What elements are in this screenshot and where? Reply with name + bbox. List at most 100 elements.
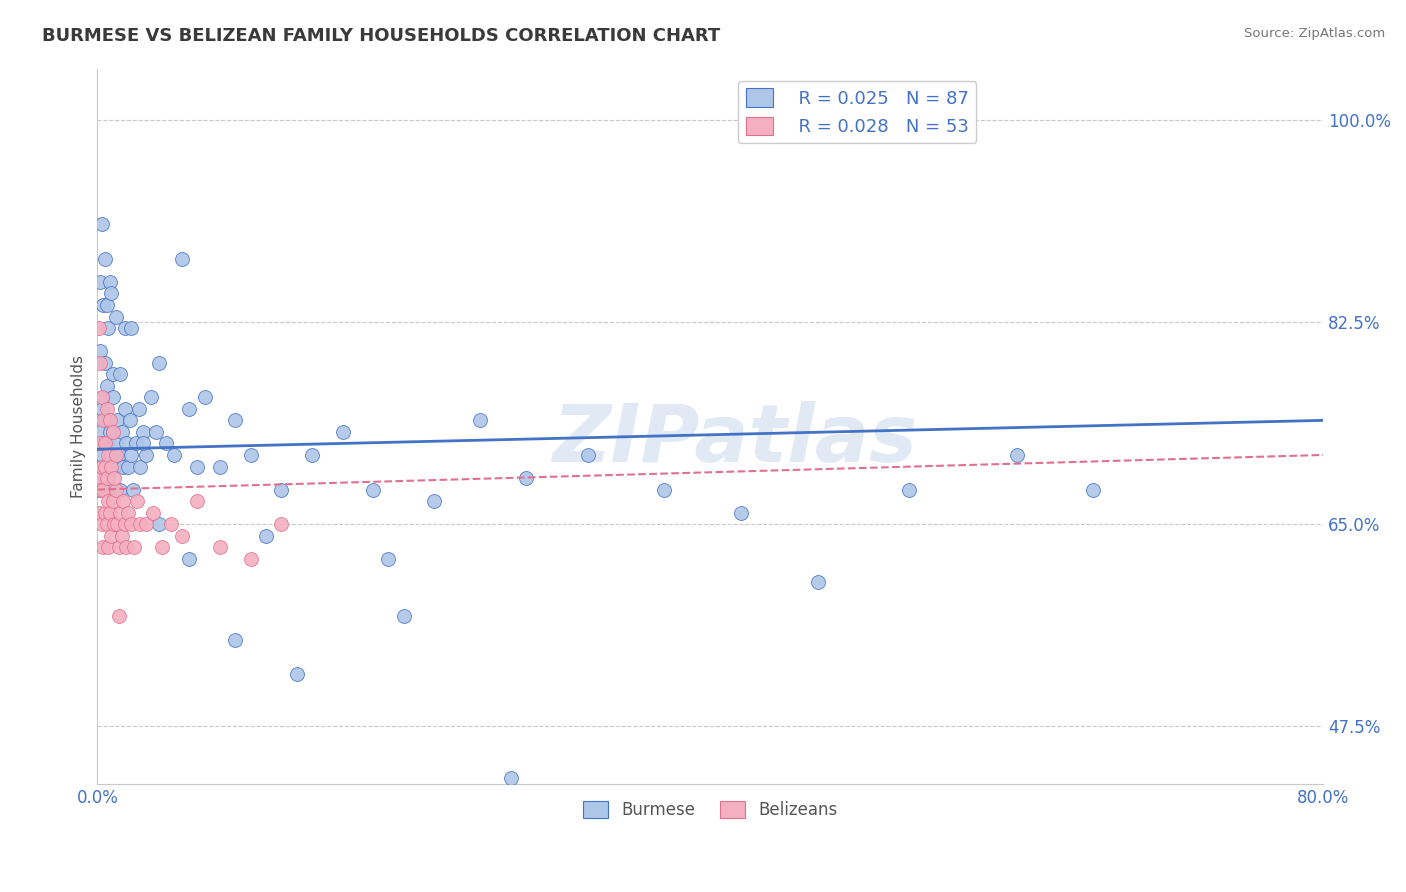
Point <box>89 344 111 359</box>
Point <box>87 483 110 497</box>
Point <box>111 529 134 543</box>
Point <box>160 517 183 532</box>
Point <box>117 506 139 520</box>
Point <box>224 413 246 427</box>
Point <box>110 506 132 520</box>
Point <box>145 425 167 439</box>
Point <box>115 541 138 555</box>
Point <box>93 483 115 497</box>
Point <box>270 517 292 532</box>
Point <box>576 448 599 462</box>
Point <box>101 368 124 382</box>
Point <box>100 448 122 462</box>
Point <box>97 321 120 335</box>
Point <box>139 390 162 404</box>
Point <box>120 517 142 532</box>
Point <box>91 448 114 462</box>
Point <box>91 390 114 404</box>
Point <box>91 217 114 231</box>
Point <box>87 506 110 520</box>
Point <box>89 483 111 497</box>
Point <box>107 609 129 624</box>
Point <box>652 483 675 497</box>
Point <box>94 356 117 370</box>
Point <box>89 425 111 439</box>
Text: ZIPatlas: ZIPatlas <box>553 401 917 479</box>
Point <box>806 574 828 589</box>
Point <box>135 448 157 462</box>
Point <box>101 425 124 439</box>
Point <box>93 541 115 555</box>
Point <box>94 413 117 427</box>
Point <box>94 436 117 450</box>
Point <box>107 541 129 555</box>
Point <box>98 483 121 497</box>
Point <box>96 298 118 312</box>
Point <box>111 425 134 439</box>
Point <box>110 483 132 497</box>
Point <box>94 252 117 266</box>
Point <box>96 517 118 532</box>
Point <box>141 506 163 520</box>
Point <box>96 401 118 416</box>
Text: BURMESE VS BELIZEAN FAMILY HOUSEHOLDS CORRELATION CHART: BURMESE VS BELIZEAN FAMILY HOUSEHOLDS CO… <box>42 27 720 45</box>
Point <box>155 436 177 450</box>
Point <box>114 517 136 532</box>
Point <box>124 436 146 450</box>
Point <box>96 378 118 392</box>
Point <box>97 448 120 462</box>
Point <box>117 459 139 474</box>
Point <box>332 425 354 439</box>
Point <box>93 298 115 312</box>
Point <box>239 551 262 566</box>
Point <box>148 356 170 370</box>
Point <box>104 436 127 450</box>
Point <box>89 436 111 450</box>
Text: Source: ZipAtlas.com: Source: ZipAtlas.com <box>1244 27 1385 40</box>
Point <box>115 436 138 450</box>
Point <box>93 390 115 404</box>
Point <box>194 390 217 404</box>
Point <box>186 494 208 508</box>
Point <box>98 506 121 520</box>
Point <box>110 368 132 382</box>
Point <box>127 494 149 508</box>
Point <box>91 483 114 497</box>
Point <box>423 494 446 508</box>
Point <box>98 413 121 427</box>
Point <box>129 459 152 474</box>
Point <box>120 448 142 462</box>
Point <box>122 541 145 555</box>
Point <box>97 471 120 485</box>
Point <box>129 517 152 532</box>
Point <box>499 771 522 785</box>
Point <box>101 390 124 404</box>
Point <box>103 517 125 532</box>
Point <box>132 425 155 439</box>
Point <box>150 541 173 555</box>
Point <box>87 321 110 335</box>
Point <box>100 459 122 474</box>
Point <box>239 448 262 462</box>
Point <box>91 517 114 532</box>
Point <box>170 252 193 266</box>
Point <box>132 436 155 450</box>
Point <box>101 425 124 439</box>
Point <box>104 483 127 497</box>
Point <box>97 541 120 555</box>
Point <box>87 471 110 485</box>
Point <box>91 401 114 416</box>
Point <box>128 401 150 416</box>
Point <box>107 448 129 462</box>
Point <box>224 632 246 647</box>
Point <box>898 483 921 497</box>
Point <box>103 459 125 474</box>
Point <box>104 310 127 324</box>
Point <box>93 436 115 450</box>
Y-axis label: Family Households: Family Households <box>72 355 86 498</box>
Point <box>120 321 142 335</box>
Point <box>112 494 135 508</box>
Point <box>1083 483 1105 497</box>
Point <box>285 667 308 681</box>
Point <box>105 413 128 427</box>
